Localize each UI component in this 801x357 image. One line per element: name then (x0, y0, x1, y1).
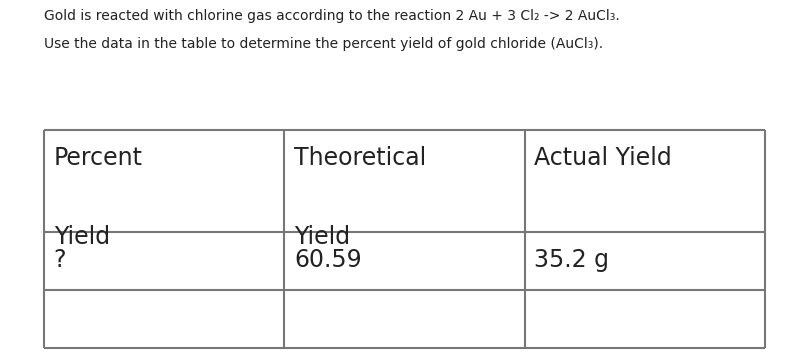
Text: 60.59: 60.59 (294, 248, 361, 272)
Text: Use the data in the table to determine the percent yield of gold chloride (AuCl₃: Use the data in the table to determine t… (44, 37, 603, 51)
Text: ?: ? (54, 248, 66, 272)
Text: Actual Yield: Actual Yield (534, 146, 672, 170)
Text: 35.2 g: 35.2 g (534, 248, 610, 272)
Text: Gold is reacted with chlorine gas according to the reaction 2 Au + 3 Cl₂ -> 2 Au: Gold is reacted with chlorine gas accord… (44, 9, 620, 23)
Text: Percent

Yield: Percent Yield (54, 146, 143, 249)
Text: Theoretical

Yield: Theoretical Yield (294, 146, 426, 249)
